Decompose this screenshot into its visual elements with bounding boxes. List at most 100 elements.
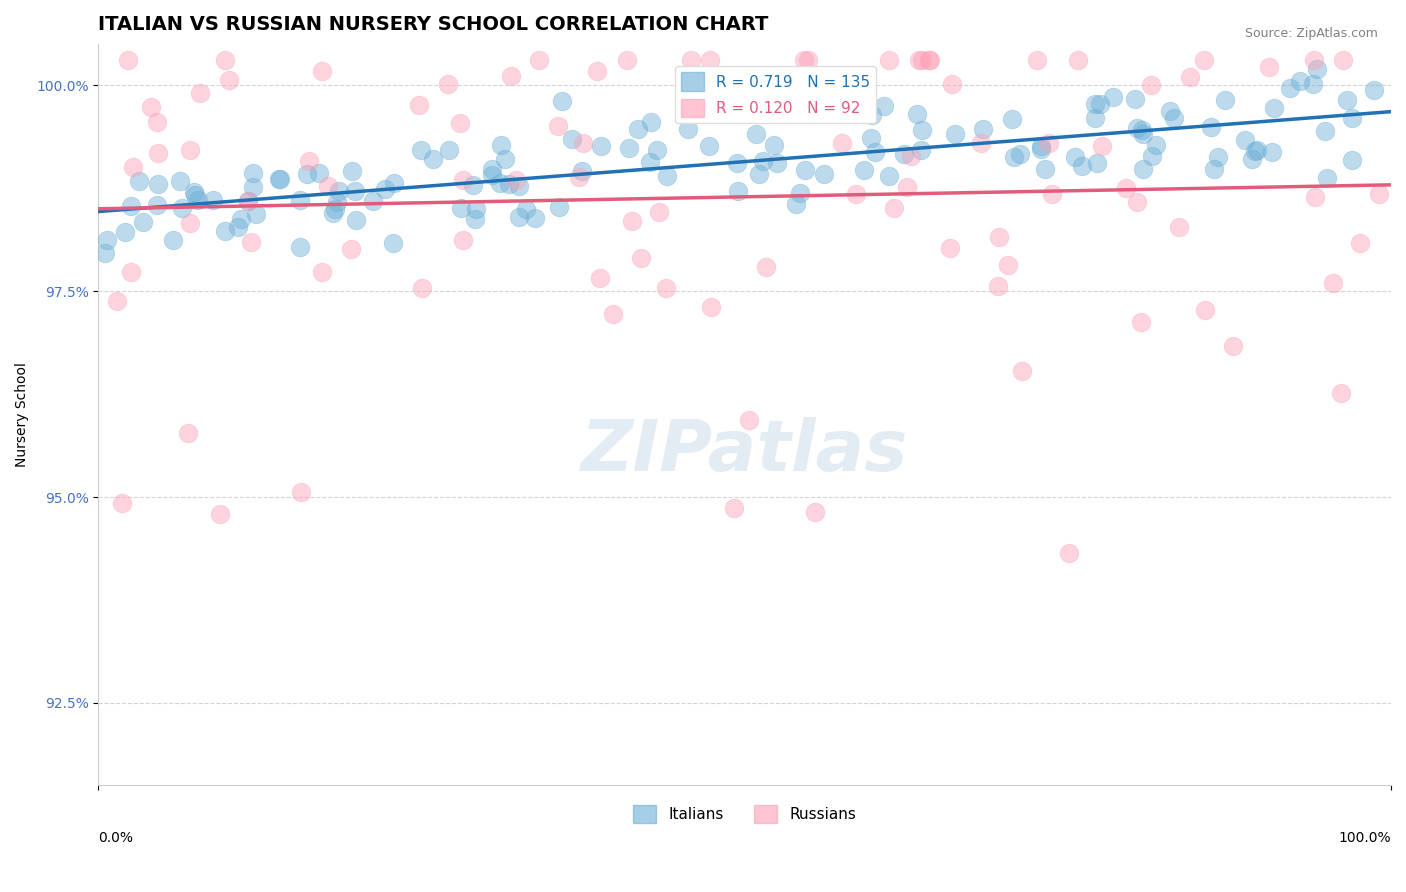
Point	[298, 153, 321, 168]
Point	[1163, 112, 1185, 126]
Point	[1084, 96, 1107, 111]
Y-axis label: Nursery School: Nursery School	[15, 362, 30, 467]
Point	[290, 485, 312, 500]
Point	[640, 155, 662, 169]
Point	[645, 143, 668, 157]
Point	[527, 54, 550, 68]
Point	[1263, 102, 1285, 116]
Point	[1084, 111, 1107, 125]
Text: Source: ZipAtlas.com: Source: ZipAtlas.com	[1244, 27, 1378, 40]
Point	[491, 137, 513, 152]
Point	[120, 265, 142, 279]
Point	[499, 69, 522, 83]
Point	[679, 54, 702, 68]
Point	[1234, 132, 1257, 146]
Point	[229, 212, 252, 227]
Point	[972, 122, 994, 136]
Point	[187, 193, 209, 207]
Point	[865, 145, 887, 160]
Point	[910, 143, 932, 157]
Point	[145, 198, 167, 212]
Point	[117, 54, 139, 68]
Point	[188, 87, 211, 101]
Point	[1368, 186, 1391, 201]
Point	[908, 54, 931, 68]
Point	[316, 179, 339, 194]
Point	[1330, 386, 1353, 401]
Point	[361, 194, 384, 208]
Point	[169, 173, 191, 187]
Point	[1241, 152, 1264, 166]
Point	[1130, 123, 1153, 137]
Point	[114, 225, 136, 239]
Point	[172, 201, 194, 215]
Point	[1362, 83, 1385, 97]
Point	[1180, 70, 1202, 85]
Point	[561, 132, 583, 146]
Point	[128, 174, 150, 188]
Point	[146, 114, 169, 128]
Point	[1194, 303, 1216, 318]
Point	[481, 162, 503, 177]
Point	[328, 184, 350, 198]
Point	[1257, 61, 1279, 75]
Point	[1316, 171, 1339, 186]
Point	[489, 176, 512, 190]
Point	[970, 136, 993, 150]
Point	[183, 185, 205, 199]
Point	[1029, 142, 1052, 156]
Point	[1202, 162, 1225, 177]
Point	[311, 265, 333, 279]
Point	[1033, 161, 1056, 176]
Point	[422, 152, 444, 166]
Point	[700, 300, 723, 314]
Point	[905, 106, 928, 120]
Legend: Italians, Russians: Italians, Russians	[627, 798, 862, 830]
Point	[162, 233, 184, 247]
Point	[723, 500, 745, 515]
Point	[437, 78, 460, 92]
Point	[1010, 146, 1032, 161]
Point	[1038, 136, 1060, 150]
Point	[586, 63, 609, 78]
Point	[340, 242, 363, 256]
Point	[242, 166, 264, 180]
Point	[120, 199, 142, 213]
Point	[1126, 194, 1149, 209]
Point	[1340, 153, 1362, 167]
Point	[1206, 150, 1229, 164]
Point	[550, 94, 572, 108]
Point	[326, 195, 349, 210]
Point	[941, 77, 963, 91]
Point	[451, 173, 474, 187]
Point	[568, 170, 591, 185]
Point	[450, 202, 472, 216]
Point	[1322, 276, 1344, 290]
Point	[785, 197, 807, 211]
Point	[179, 143, 201, 157]
Point	[374, 182, 396, 196]
Point	[288, 193, 311, 207]
Text: 0.0%: 0.0%	[98, 830, 134, 845]
Point	[295, 167, 318, 181]
Point	[571, 164, 593, 178]
Point	[1260, 145, 1282, 159]
Point	[589, 271, 612, 285]
Point	[1246, 143, 1268, 157]
Point	[1244, 144, 1267, 158]
Point	[451, 233, 474, 247]
Point	[1001, 112, 1024, 127]
Point	[987, 278, 1010, 293]
Text: ZIPatlas: ZIPatlas	[581, 417, 908, 486]
Point	[1213, 93, 1236, 107]
Point	[676, 122, 699, 136]
Point	[139, 100, 162, 114]
Point	[344, 184, 367, 198]
Point	[498, 178, 520, 192]
Point	[813, 167, 835, 181]
Point	[831, 136, 853, 150]
Point	[465, 202, 488, 216]
Point	[481, 168, 503, 182]
Point	[111, 496, 134, 510]
Point	[245, 207, 267, 221]
